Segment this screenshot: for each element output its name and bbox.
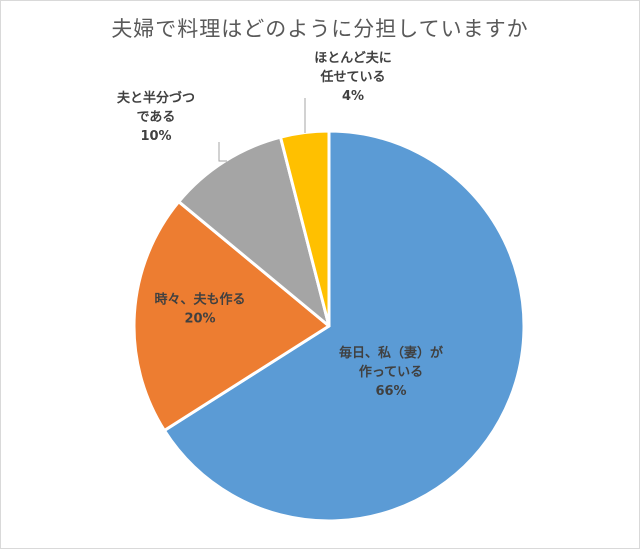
slice-label-2: 時々、夫も作る 20% — [154, 292, 245, 327]
slice-name-line-4: ほとんど夫に — [314, 50, 392, 66]
slice-percent-4: 4% — [342, 89, 364, 104]
slice-percent-1: 66% — [375, 384, 406, 399]
slice-label-4: ほとんど夫に任せている 4% — [314, 50, 392, 104]
chart-title: 夫婦で料理はどのように分担していますか — [111, 17, 529, 41]
slice-label-1: 毎日、私（妻）が作っている 66% — [339, 345, 443, 399]
slice-percent-3: 10% — [140, 129, 171, 144]
pie-slice-1 — [162, 129, 526, 523]
slice-percent-2: 20% — [184, 312, 215, 327]
slice-name-line-1: 作っている — [359, 364, 423, 380]
slice-name-line-1: 毎日、私（妻）が — [339, 345, 443, 361]
slice-name-line-3: 夫と半分づつ — [117, 90, 195, 106]
slice-label-3: 夫と半分づつである 10% — [117, 90, 195, 144]
slice-name-line-3: である — [137, 110, 176, 125]
slice-name-line-2: 時々、夫も作る — [154, 292, 245, 308]
slice-name-line-4: 任せている — [319, 69, 385, 85]
pie-slice-2 — [132, 200, 331, 432]
leader-line-3 — [218, 142, 227, 162]
